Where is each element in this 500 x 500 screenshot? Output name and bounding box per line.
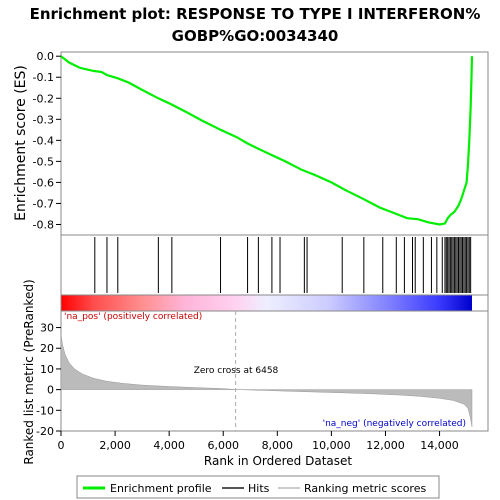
legend-frame [76, 475, 440, 499]
es-y-tick-label: -0.8 [33, 218, 54, 231]
x-tick-label: 0 [58, 439, 65, 452]
x-tick-label: 8,000 [262, 439, 294, 452]
chart-title-line1: Enrichment plot: RESPONSE TO TYPE I INTE… [30, 5, 481, 23]
zero-cross-label: Zero cross at 6458 [194, 366, 279, 376]
es-panel-frame [60, 51, 489, 236]
chart-title-line2: GOBP%GO:0034340 [172, 27, 339, 45]
legend-label-enrichment: Enrichment profile [110, 482, 212, 495]
metric-y-ticks: 30 20 10 0 -10 -20 [36, 322, 61, 438]
x-tick-label: 14,000 [420, 439, 459, 452]
metric-panel-frame [60, 310, 489, 432]
metric-y-tick-label: 10 [40, 363, 54, 376]
legend: Enrichment profile Hits Ranking metric s… [76, 475, 440, 499]
metric-y-tick-label: 0 [47, 384, 54, 397]
negative-correlation-label: 'na_neg' (negatively correlated) [323, 419, 466, 429]
legend-label-hits: Hits [248, 482, 270, 495]
metric-y-tick-label: -10 [36, 404, 54, 417]
metric-y-tick-label: -20 [36, 425, 54, 438]
hits-panel-frame [60, 234, 489, 296]
es-y-tick-label: -0.6 [33, 176, 54, 189]
hit-lines [94, 237, 472, 293]
metric-x-ticks: 0 2,000 4,000 6,000 8,000 10,000 12,000 14,000 [58, 431, 459, 452]
es-y-tick-label: -0.5 [33, 155, 54, 168]
x-tick-label: 4,000 [153, 439, 185, 452]
es-y-tick-label: -0.2 [33, 92, 54, 105]
es-y-tick-label: -0.1 [33, 71, 54, 84]
ranking-metric-area [60, 333, 473, 427]
es-y-ticks: 0.0 -0.1 -0.2 -0.3 -0.4 -0.5 -0.6 -0.7 -0.8 [33, 50, 61, 231]
x-tick-label: 6,000 [207, 439, 239, 452]
metric-y-tick-label: 30 [40, 322, 54, 335]
enrichment-profile-line [60, 55, 474, 226]
es-y-tick-label: -0.4 [33, 134, 54, 147]
metric-y-tick-label: 20 [40, 342, 54, 355]
x-tick-label: 2,000 [99, 439, 131, 452]
es-y-tick-label: -0.7 [33, 197, 54, 210]
es-y-tick-label: -0.3 [33, 113, 54, 126]
x-tick-label: 12,000 [366, 439, 405, 452]
es-y-axis-label: Enrichment score (ES) [13, 65, 29, 221]
es-y-tick-label: 0.0 [37, 50, 55, 63]
x-tick-label: 10,000 [312, 439, 351, 452]
metric-y-axis-label: Ranked list metric (PreRanked) [22, 279, 36, 464]
legend-label-metric: Ranking metric scores [304, 482, 426, 495]
rank-color-bar [61, 295, 472, 311]
positive-correlation-label: 'na_pos' (positively correlated) [64, 312, 202, 322]
x-axis-label: Rank in Ordered Dataset [204, 454, 352, 468]
